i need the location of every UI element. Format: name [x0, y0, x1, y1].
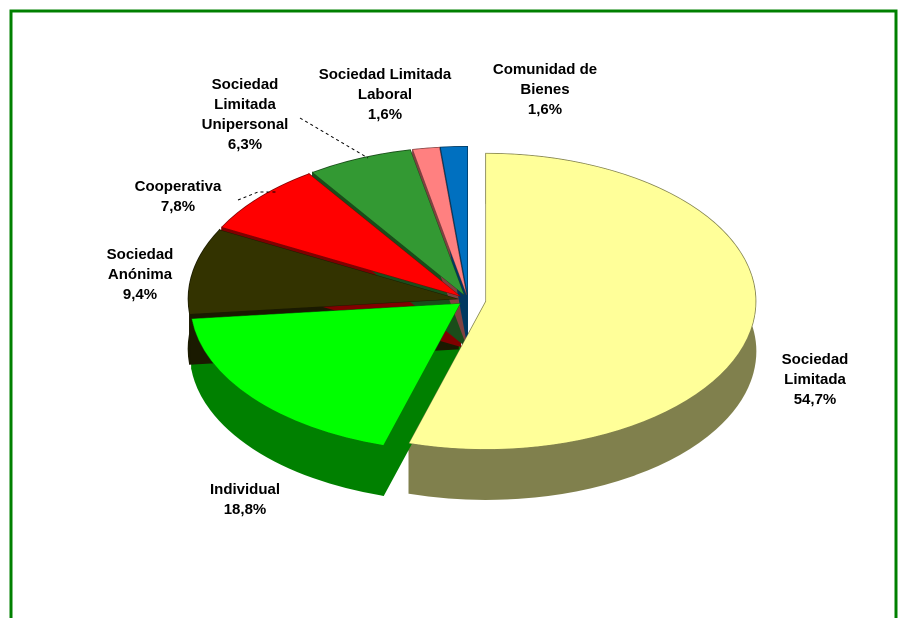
- slice-label: Sociedad Limitada Unipersonal 6,3%: [193, 75, 298, 155]
- leader-line: [237, 191, 278, 201]
- value-label: 1,6%: [367, 106, 403, 123]
- leader-line: [299, 117, 369, 159]
- slice: [191, 303, 461, 446]
- slice-label: Cooperativa 7,8%: [113, 177, 243, 217]
- slice: [187, 229, 459, 315]
- category-name: Sociedad Anónima: [106, 246, 174, 283]
- slice-label: Comunidad de Bienes 1,6%: [475, 60, 615, 120]
- slice: [412, 147, 467, 295]
- frame: [9, 9, 898, 618]
- value-label: 9,4%: [122, 286, 158, 303]
- category-name: Cooperativa: [134, 178, 222, 195]
- slice-label: Sociedad Anónima 9,4%: [93, 245, 188, 305]
- slice: [408, 153, 757, 450]
- slice: [312, 149, 465, 296]
- value-label: 54,7%: [793, 391, 837, 408]
- slice: [221, 173, 461, 297]
- value-label: 6,3%: [227, 136, 263, 153]
- category-name: Sociedad Limitada Unipersonal: [201, 76, 289, 133]
- category-name: Individual: [209, 481, 280, 498]
- category-name: Sociedad Limitada: [781, 351, 849, 388]
- value-label: 18,8%: [223, 501, 267, 518]
- category-name: Comunidad de Bienes: [492, 61, 598, 98]
- slice-label: Sociedad Limitada Laboral 1,6%: [310, 65, 460, 125]
- category-name: Sociedad Limitada Laboral: [318, 66, 452, 103]
- value-label: 1,6%: [527, 101, 563, 118]
- slice-label: Individual 18,8%: [180, 480, 310, 520]
- slice: [440, 146, 468, 295]
- value-label: 7,8%: [160, 198, 196, 215]
- pie-tops: [187, 146, 757, 450]
- slice-label: Sociedad Limitada 54,7%: [750, 350, 880, 410]
